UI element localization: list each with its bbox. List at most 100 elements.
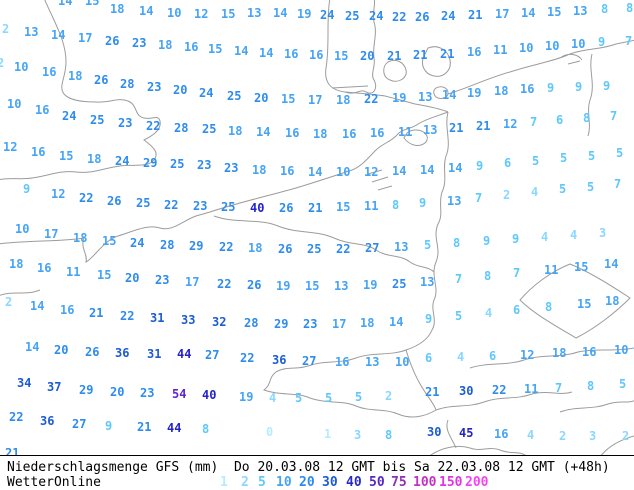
precip-value: 3: [354, 428, 362, 442]
precip-value: 22: [120, 309, 135, 323]
precip-value: 9: [598, 35, 606, 49]
precip-value: 18: [73, 231, 88, 245]
precip-value: 23: [193, 199, 208, 213]
precip-value: 14: [58, 0, 73, 8]
precip-value: 15: [102, 234, 117, 248]
precip-value: 9: [419, 196, 427, 210]
precip-value: 5: [355, 390, 363, 404]
precip-value: 20: [254, 91, 269, 105]
precip-value: 17: [44, 227, 59, 241]
precip-value: 26: [415, 10, 430, 24]
precip-value: 27: [205, 348, 220, 362]
precip-value: 21: [5, 446, 20, 455]
precip-value: 7: [625, 34, 633, 48]
precip-value: 18: [605, 294, 620, 308]
precip-value: 7: [610, 109, 618, 123]
precip-value: 15: [221, 7, 236, 21]
precip-value: 29: [189, 239, 204, 253]
precip-value: 14: [259, 46, 274, 60]
precip-value: 10: [519, 41, 534, 55]
precip-value: 12: [3, 140, 18, 154]
precip-value: 11: [66, 265, 81, 279]
precip-value: 8: [202, 422, 210, 436]
precip-value: 23: [118, 116, 133, 130]
precip-value: 14: [256, 125, 271, 139]
precip-value: 7: [614, 177, 622, 191]
precip-value: 22: [146, 119, 161, 133]
precip-value: 5: [455, 309, 463, 323]
precip-value: 15: [336, 200, 351, 214]
precipitation-map: 14 15 18 14 10 12 15 13 14 19 24 2 5 24 22 26 24 21 17 14 15…: [0, 0, 634, 455]
precip-value: 14: [420, 163, 435, 177]
precip-value: 24: [62, 109, 77, 123]
precip-value: 13: [394, 240, 409, 254]
precip-value: 30: [459, 384, 474, 398]
precip-value: 29: [274, 317, 289, 331]
precip-value: 17: [308, 93, 323, 107]
precip-value: 22: [492, 383, 507, 397]
border-nl-de-be: [405, 111, 449, 351]
precip-value: 26: [278, 242, 293, 256]
precip-value: 40: [250, 201, 265, 215]
precip-value: 11: [524, 382, 539, 396]
legend-scale-value: 200: [465, 475, 489, 490]
precip-value: 0: [266, 425, 274, 439]
precip-value: 9: [547, 81, 555, 95]
precip-value: 13: [423, 123, 438, 137]
precip-value: 24: [441, 9, 456, 23]
precip-value: 15: [305, 279, 320, 293]
precip-value: 6: [425, 351, 433, 365]
precip-value: 30: [427, 425, 442, 439]
precip-value: 14: [308, 165, 323, 179]
precip-value: 19: [297, 7, 312, 21]
precip-value: 12: [51, 187, 66, 201]
caption-title: Niederschlagsmenge GFS (mm) Do 20.03.08 …: [7, 460, 610, 475]
precip-value: 23: [147, 80, 162, 94]
coastline-france-benelux: [0, 111, 449, 263]
legend-scale-value: 20: [299, 475, 315, 490]
precip-value: 18: [248, 241, 263, 255]
precip-value: 8: [453, 236, 461, 250]
precip-value: 2: [385, 389, 393, 403]
precip-value: 20: [125, 271, 140, 285]
precip-value: 22: [219, 240, 234, 254]
precip-value: 5: [424, 238, 432, 252]
precip-value: 10: [545, 39, 560, 53]
precip-value: 10: [7, 97, 22, 111]
coastline-jutland: [325, 0, 377, 94]
precip-value: 16: [42, 65, 57, 79]
precip-value: 26: [94, 73, 109, 87]
precip-value: 12: [364, 165, 379, 179]
precip-value: 26: [279, 201, 294, 215]
precip-value: 10: [15, 222, 30, 236]
precip-value: 14: [442, 88, 457, 102]
precip-value: 3: [599, 226, 607, 240]
precip-value: 24: [369, 9, 384, 23]
precip-value: 10: [395, 355, 410, 369]
precip-value: 20: [360, 49, 375, 63]
precip-value: 18: [87, 152, 102, 166]
precip-value: 33: [181, 313, 196, 327]
border-dk-de: [331, 85, 369, 89]
precip-value: 26: [85, 345, 100, 359]
precip-value: 18: [313, 127, 328, 141]
precip-value: 18: [9, 257, 24, 271]
precip-value: 15: [281, 92, 296, 106]
precip-value: 14: [521, 6, 536, 20]
precip-value: 5: [560, 151, 568, 165]
precip-value: 13: [365, 355, 380, 369]
legend-scale-value: 5: [258, 475, 266, 490]
precip-value: 36: [40, 414, 55, 428]
precip-value: 16: [37, 261, 52, 275]
precip-value: 15: [85, 0, 100, 8]
precip-value: 27: [302, 354, 317, 368]
precip-value: 7: [475, 191, 483, 205]
precip-value: 9: [575, 80, 583, 94]
precip-value: 14: [25, 340, 40, 354]
precip-value: 5: [587, 180, 595, 194]
precip-value: 15: [574, 260, 589, 274]
precip-value: 26: [105, 34, 120, 48]
precip-value: 27: [72, 417, 87, 431]
precip-value: 29: [143, 156, 158, 170]
precip-value: 16: [35, 103, 50, 117]
